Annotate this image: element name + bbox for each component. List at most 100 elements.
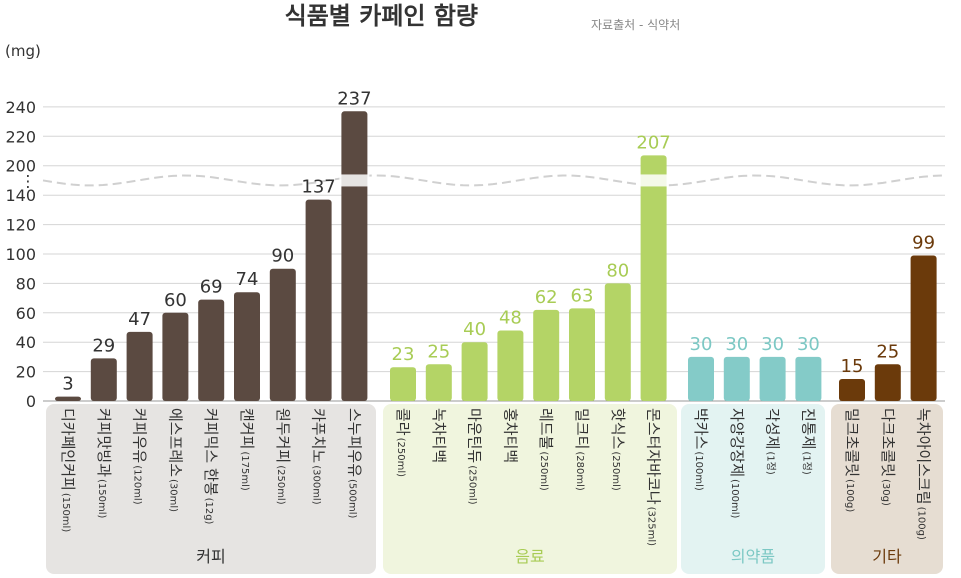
value-label: 48 xyxy=(499,307,522,328)
bar xyxy=(723,356,750,401)
category-name: 홍차티백 xyxy=(501,408,519,463)
category-label: 마운틴듀 (250ml) xyxy=(466,408,484,505)
y-tick-label: 220 xyxy=(5,127,36,146)
category-label: 밀크초콜릿 (100g) xyxy=(843,408,861,512)
category-label: 커피믹스 한봉 (12g) xyxy=(202,408,220,525)
bar xyxy=(198,299,225,401)
category-amount: (30g) xyxy=(880,479,891,506)
category-label: 녹차아이스크림 (100g) xyxy=(915,408,933,540)
y-tick-label: 80 xyxy=(16,274,36,293)
category-amount: (250ml) xyxy=(395,438,406,478)
bar-break-cut xyxy=(339,174,370,187)
category-name: 다크초콜릿 xyxy=(879,408,897,477)
category-label: 디카페인커피 (150ml) xyxy=(59,408,77,532)
category-amount: (1정) xyxy=(800,451,812,474)
category-amount: (30ml) xyxy=(167,479,178,512)
category-label: 레드불 (250ml) xyxy=(537,408,555,491)
y-tick-label: 20 xyxy=(16,363,36,382)
category-name: 핫식스 xyxy=(609,408,627,450)
category-name: 밀크초콜릿 xyxy=(843,408,861,477)
category-name: 진통제 xyxy=(799,408,817,449)
category-amount: (250ml) xyxy=(538,451,549,491)
category-name: 디카페인커피 xyxy=(59,408,77,491)
bar xyxy=(341,111,368,401)
bar xyxy=(390,367,416,401)
category-name: 콜라 xyxy=(394,408,412,436)
bar xyxy=(533,309,560,401)
value-label: 15 xyxy=(841,356,864,377)
category-amount: (175ml) xyxy=(239,451,250,491)
value-label: 69 xyxy=(200,277,223,298)
category-group-label: 커피 xyxy=(196,547,225,566)
value-label: 30 xyxy=(761,334,784,355)
y-tick-label: 240 xyxy=(5,98,36,117)
bar xyxy=(425,364,452,401)
category-name: 박카스 xyxy=(692,408,710,450)
bar xyxy=(305,199,332,401)
bar xyxy=(162,312,189,401)
bar xyxy=(795,356,822,401)
category-group-label: 의약품 xyxy=(731,547,775,566)
category-label: 캔커피 (175ml) xyxy=(238,408,256,491)
y-tick-label: 120 xyxy=(5,216,36,235)
category-label: 스누피우유 (500ml) xyxy=(345,408,363,519)
axis-break xyxy=(339,174,669,187)
category-name: 녹차아이스크림 xyxy=(915,408,933,505)
axis-break-wave xyxy=(42,174,944,187)
bar xyxy=(759,356,786,401)
value-label: 40 xyxy=(463,319,486,340)
category-panel xyxy=(383,404,677,574)
category-name: 스누피우유 xyxy=(345,408,363,477)
category-group-label: 음료 xyxy=(515,547,544,566)
category-name: 각성제 xyxy=(764,408,782,449)
category-amount: (100ml) xyxy=(693,451,704,491)
category-label: 진통제 (1정) xyxy=(799,408,817,475)
bar xyxy=(269,268,296,401)
category-amount: (12g) xyxy=(203,498,214,525)
category-label: 박카스(100ml) xyxy=(692,408,710,491)
y-tick-label: ⋮ xyxy=(20,171,36,190)
category-amount: (120ml) xyxy=(132,465,143,505)
value-label: 29 xyxy=(92,335,115,356)
y-tick-label: 200 xyxy=(5,157,36,176)
category-name: 커피우유 xyxy=(131,408,149,463)
category-name: 자양강장제 xyxy=(728,408,746,477)
category-amount: (150ml) xyxy=(96,479,107,519)
value-label: 137 xyxy=(301,177,335,198)
category-amount: (100g) xyxy=(844,479,855,512)
value-label: 60 xyxy=(164,290,187,311)
category-amount: (100ml) xyxy=(729,479,740,519)
bar-break-cut xyxy=(638,174,669,187)
bar xyxy=(604,283,631,401)
bar xyxy=(55,396,81,401)
value-label: 47 xyxy=(128,309,151,330)
value-label: 99 xyxy=(912,232,935,253)
category-name: 레드불 xyxy=(537,408,555,449)
chart-title: 식품별 카페인 함량 xyxy=(285,2,478,30)
category-label: 커피우유 (120ml) xyxy=(131,408,149,505)
value-label: 74 xyxy=(236,269,259,290)
value-label: 3 xyxy=(62,374,73,395)
category-label: 다크초콜릿 (30g) xyxy=(879,408,897,506)
category-label: 각성제 (1정) xyxy=(764,408,782,475)
category-labels: 커피 디카페인커피 (150ml) 커피맛빙과 (150ml) 커피우유 (120ml) 에스… xyxy=(59,408,933,566)
value-label: 63 xyxy=(571,285,594,306)
bar xyxy=(569,308,595,401)
bar xyxy=(839,378,865,401)
value-label: 90 xyxy=(271,246,294,267)
bar xyxy=(90,358,117,401)
bar xyxy=(126,331,153,401)
category-label: 밀크티 (280ml) xyxy=(573,408,591,491)
value-label: 62 xyxy=(535,287,558,308)
category-panel xyxy=(681,404,825,574)
category-amount: (500ml) xyxy=(346,479,357,519)
bar xyxy=(640,155,667,401)
chart-source: 자료출처 - 식약처 xyxy=(591,17,680,32)
category-name: 밀크티 xyxy=(573,408,591,449)
category-name: 원두커피 xyxy=(274,408,292,463)
y-axis-unit: (mg) xyxy=(5,42,41,60)
category-name: 커피맛빙과 xyxy=(95,408,113,477)
category-name: 카푸치노 xyxy=(310,408,328,463)
y-tick-label: 0 xyxy=(26,392,36,411)
